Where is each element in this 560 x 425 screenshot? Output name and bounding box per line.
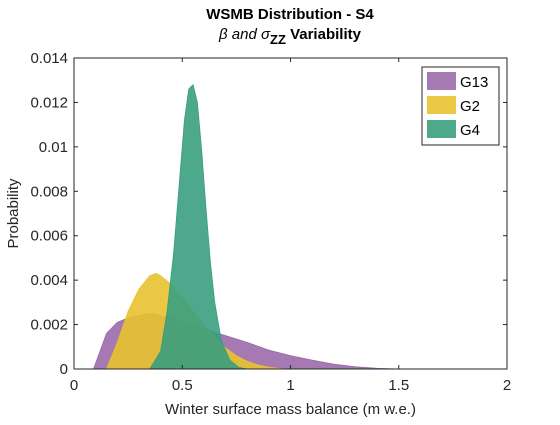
title-suffix: Variability <box>286 26 362 43</box>
y-axis-label: Probability <box>5 178 22 249</box>
legend-label-g4: G4 <box>460 122 480 139</box>
legend-label-g13: G13 <box>460 74 488 91</box>
legend-swatch-g13 <box>427 72 456 90</box>
x-tick-label: 1 <box>286 377 294 394</box>
title-line-1: WSMB Distribution - S4 <box>206 6 374 23</box>
legend-swatch-g4 <box>427 120 456 138</box>
y-tick-label: 0.006 <box>30 228 68 245</box>
y-tick-label: 0.008 <box>30 183 68 200</box>
title-sigma-subscript: ZZ <box>270 32 286 47</box>
y-tick-label: 0.01 <box>39 139 68 156</box>
title-line-2: β and σZZ Variability <box>218 26 362 47</box>
title-beta: β and <box>218 26 261 43</box>
series-layer <box>93 85 398 369</box>
series-area-g4 <box>150 85 247 369</box>
y-tick-label: 0 <box>60 361 68 378</box>
x-tick-label: 1.5 <box>388 377 409 394</box>
x-tick-label: 0.5 <box>172 377 193 394</box>
chart-title: WSMB Distribution - S4 β and σZZ Variabi… <box>206 6 374 47</box>
y-tick-label: 0.014 <box>30 50 68 67</box>
x-axis-label: Winter surface mass balance (m w.e.) <box>165 401 416 418</box>
x-tick-label: 2 <box>503 377 511 394</box>
x-tick-label: 0 <box>70 377 78 394</box>
y-tick-label: 0.004 <box>30 272 68 289</box>
legend-swatch-g2 <box>427 96 456 114</box>
legend: G13 G2 G4 <box>422 67 499 145</box>
y-tick-label: 0.002 <box>30 317 68 334</box>
legend-label-g2: G2 <box>460 98 480 115</box>
y-tick-label: 0.012 <box>30 94 68 111</box>
